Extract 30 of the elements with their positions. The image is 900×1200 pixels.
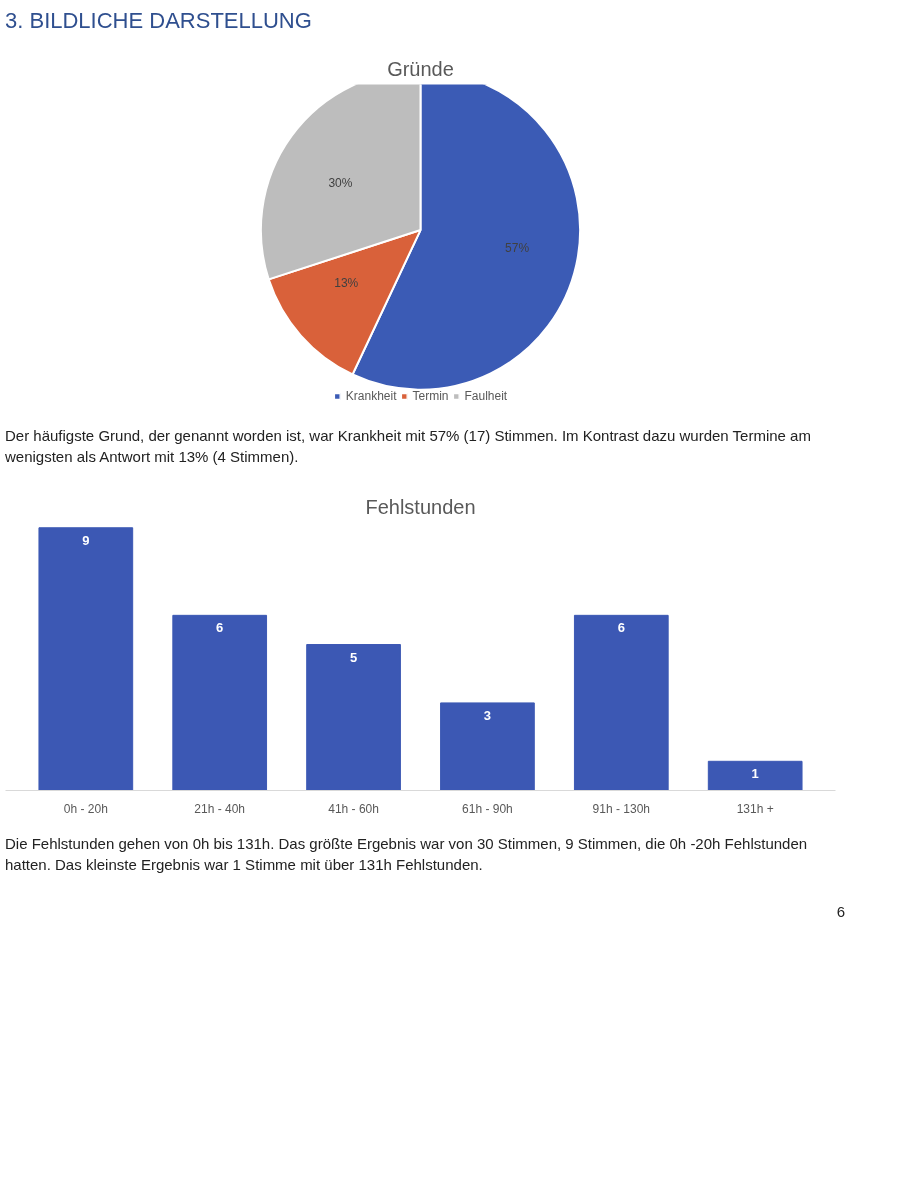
chart-title: Fehlstunden bbox=[365, 495, 476, 518]
x-tick-label: 41h - 60h bbox=[328, 801, 379, 816]
x-tick-label: 0h - 20h bbox=[63, 801, 108, 816]
legend-label: Faulheit bbox=[464, 389, 508, 403]
x-tick-label: 131h + bbox=[736, 801, 774, 816]
chart-title: Gründe bbox=[387, 57, 454, 80]
bar bbox=[573, 614, 669, 791]
x-tick-label: 61h - 90h bbox=[462, 801, 513, 816]
legend-label: Krankheit bbox=[345, 389, 397, 403]
text: Der häufigste Grund, der genannt worden ist, war Krankheit mit 57% (17) Stimmen. Im Kontrast dazu wurden Termine am wenigsten als Antwort mit 13% (4 Stimmen). bbox=[5, 426, 812, 468]
text: 6 bbox=[836, 902, 845, 922]
data-label: 6 bbox=[216, 620, 224, 636]
bar bbox=[707, 760, 803, 791]
data-label: 1 bbox=[751, 766, 759, 782]
data-label: 30% bbox=[328, 175, 353, 190]
bar bbox=[440, 702, 535, 791]
data-label: 5 bbox=[349, 649, 358, 665]
legend-label: Termin bbox=[412, 389, 449, 403]
data-label: 9 bbox=[82, 532, 90, 548]
data-label: 3 bbox=[483, 707, 492, 723]
data-label: 13% bbox=[334, 276, 359, 291]
data-label: 57% bbox=[505, 240, 530, 255]
bar bbox=[306, 644, 401, 791]
bar bbox=[38, 527, 134, 791]
data-label: 6 bbox=[617, 620, 625, 636]
bar bbox=[172, 614, 268, 791]
x-tick-label: 91h - 130h bbox=[592, 801, 651, 816]
text: Die Fehlstunden gehen von 0h bis 131h. Das größte Ergebnis war von 30 Stimmen, 9 Stimmen, die 0h -20h Fehlstunden hatten. Das kleinste Ergebnis war 1 Stimme mit über 131h Fehlstunden. bbox=[5, 834, 809, 876]
text: 3. BILDLICHE DARSTELLUNG bbox=[5, 7, 312, 35]
x-tick-label: 21h - 40h bbox=[194, 801, 246, 816]
